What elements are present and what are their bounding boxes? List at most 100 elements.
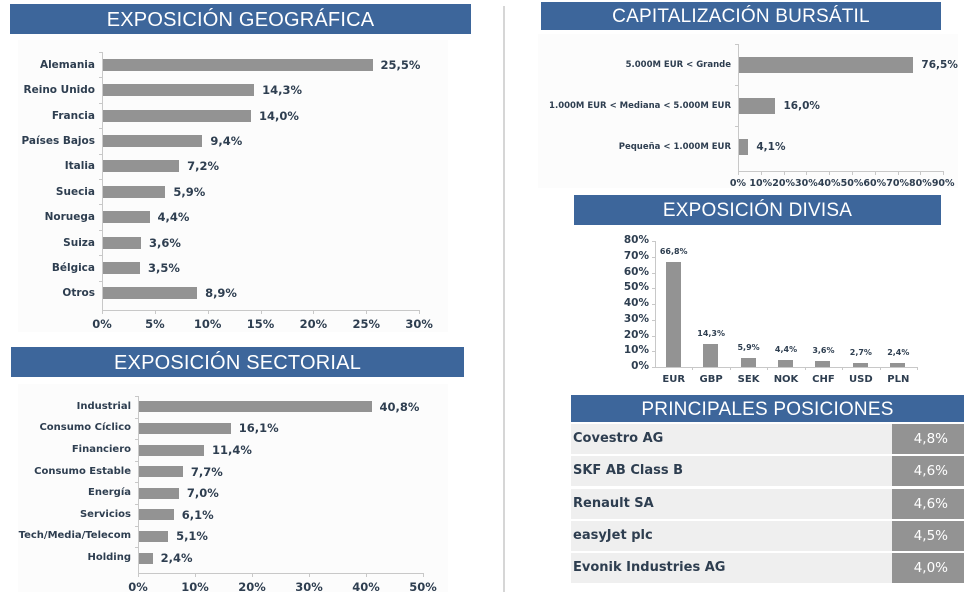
sectorial-category-label: Energía — [88, 487, 131, 499]
sectorial-chart — [18, 384, 448, 592]
divisa-bar — [740, 357, 756, 367]
divisa-category-label: PLN — [887, 374, 910, 385]
divisa-y-tick — [652, 272, 655, 274]
sectorial-category-label: Financiero — [71, 444, 131, 455]
sectorial-bar — [139, 530, 169, 542]
capitalizacion-x-tick-label: 50% — [840, 178, 864, 189]
divisa-header: EXPOSICIÓN DIVISA — [574, 195, 941, 225]
divisa-x-tick — [879, 367, 881, 370]
divisa-value-label: 5,9% — [737, 342, 760, 352]
position-name: Renault SA — [573, 495, 654, 511]
geografica-value-label: 4,4% — [157, 210, 190, 225]
capitalizacion-category-label: 1.000M EUR < Mediana < 5.000M EUR — [549, 100, 731, 111]
sectorial-x-tick — [138, 572, 139, 577]
geografica-y-tick — [99, 153, 102, 155]
sectorial-x-tick-label: 20% — [238, 579, 266, 594]
divisa-value-label: 4,4% — [774, 345, 798, 355]
divisa-x-tick — [917, 367, 918, 370]
divisa-y-tick-label: 50% — [623, 281, 649, 294]
divisa-category-label: SEK — [737, 374, 760, 385]
geografica-x-tick — [419, 310, 421, 314]
geografica-y-tick — [99, 179, 102, 180]
divisa-value-label: 14,3% — [697, 329, 726, 339]
geografica-x-tick — [260, 310, 262, 314]
divisa-y-axis — [655, 241, 656, 367]
geografica-bar — [103, 160, 180, 173]
sectorial-x-tick-label: 50% — [409, 579, 437, 594]
position-row: Renault SA 4,6% — [571, 488, 964, 519]
sectorial-bar — [139, 487, 179, 499]
sectorial-x-tick — [195, 572, 196, 577]
divisa-y-tick — [652, 256, 655, 258]
sectorial-y-tick — [135, 460, 138, 462]
geografica-x-tick — [102, 310, 103, 314]
divisa-bar — [665, 261, 681, 367]
sectorial-x-tick-label: 30% — [295, 579, 323, 594]
capitalizacion-y-axis — [738, 44, 739, 171]
divisa-title: EXPOSICIÓN DIVISA — [662, 200, 853, 221]
sectorial-bar — [139, 509, 174, 521]
capitalizacion-bar — [739, 97, 776, 114]
sectorial-header: EXPOSICIÓN SECTORIAL — [11, 347, 464, 377]
sectorial-x-tick — [252, 572, 253, 577]
capitalizacion-x-axis — [738, 171, 944, 172]
geografica-category-label: Noruega — [44, 211, 95, 224]
geografica-y-tick — [99, 204, 102, 206]
divisa-y-tick-label: 0% — [631, 360, 649, 372]
geografica-x-tick-label: 0% — [92, 317, 112, 331]
geografica-value-label: 25,5% — [380, 57, 421, 72]
divisa-y-tick — [652, 351, 655, 353]
geografica-x-tick-label: 30% — [405, 317, 433, 331]
divisa-x-tick — [804, 367, 806, 370]
geografica-category-label: Alemania — [39, 58, 95, 71]
capitalizacion-x-tick — [760, 171, 762, 175]
geografica-bar — [103, 185, 166, 198]
capitalizacion-x-tick — [852, 171, 853, 175]
geografica-x-tick-label: 20% — [299, 317, 328, 331]
geografica-value-label: 14,0% — [258, 108, 299, 123]
sectorial-value-label: 7,7% — [190, 464, 223, 479]
divisa-y-tick-label: 30% — [623, 312, 649, 325]
sectorial-y-tick — [135, 525, 138, 527]
divisa-x-tick — [692, 367, 694, 370]
geografica-value-label: 8,9% — [205, 286, 237, 301]
posiciones-title: PRINCIPALES POSICIONES — [641, 399, 894, 420]
capitalizacion-x-tick-label: 60% — [863, 178, 887, 189]
capitalizacion-x-tick — [829, 171, 831, 175]
divisa-bar — [778, 360, 793, 367]
divisa-category-label: CHF — [812, 374, 835, 385]
capitalizacion-y-tick — [735, 44, 738, 45]
sectorial-y-axis — [138, 396, 139, 573]
capitalizacion-x-tick-label: 40% — [817, 178, 841, 189]
geografica-category-label: Francia — [51, 109, 95, 122]
capitalizacion-x-tick-label: 30% — [795, 178, 818, 189]
capitalizacion-x-tick-label: 10% — [749, 178, 773, 189]
geografica-category-label: Países Bajos — [21, 134, 95, 147]
divisa-category-label: EUR — [662, 374, 686, 385]
capitalizacion-x-tick-label: 20% — [772, 178, 795, 189]
sectorial-category-label: Servicios — [79, 508, 131, 520]
sectorial-category-label: Tech/Media/Telecom — [18, 530, 131, 542]
divisa-category-label: USD — [849, 374, 873, 385]
geografica-header: EXPOSICIÓN GEOGRÁFICA — [10, 4, 471, 34]
capitalizacion-title: CAPITALIZACIÓN BURSÁTIL — [612, 6, 870, 27]
geografica-bar — [103, 134, 203, 147]
geografica-y-tick — [99, 128, 102, 130]
geografica-bar — [103, 287, 198, 300]
geografica-title: EXPOSICIÓN GEOGRÁFICA — [106, 9, 375, 31]
sectorial-value-label: 40,8% — [379, 399, 420, 414]
geografica-bar — [103, 236, 142, 249]
sectorial-value-label: 2,4% — [160, 551, 193, 565]
sectorial-y-tick — [135, 482, 138, 484]
geografica-value-label: 5,9% — [173, 184, 206, 199]
divisa-category-label: GBP — [699, 374, 723, 385]
geografica-value-label: 9,4% — [210, 133, 243, 148]
divisa-y-tick-label: 40% — [623, 297, 649, 309]
sectorial-title: EXPOSICIÓN SECTORIAL — [113, 352, 362, 374]
sectorial-y-tick — [135, 439, 138, 441]
divisa-y-tick — [652, 241, 655, 242]
divisa-y-tick — [652, 288, 655, 290]
geografica-x-tick-label: 25% — [352, 317, 381, 331]
geografica-y-axis — [102, 52, 103, 310]
sectorial-bar — [139, 552, 153, 564]
